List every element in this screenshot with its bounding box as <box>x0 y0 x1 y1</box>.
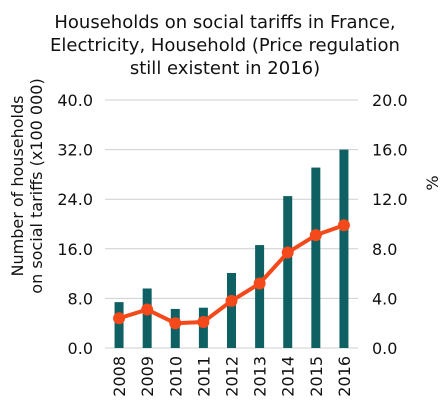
line-point <box>309 229 322 242</box>
bar <box>339 149 349 348</box>
line-point <box>197 315 210 328</box>
left-tick-label: 40.0 <box>57 91 93 110</box>
right-axis-label: % <box>423 175 442 190</box>
right-tick-label: 4.0 <box>372 289 397 308</box>
chart-title-line-1: Households on social tariffs in France, <box>54 12 395 33</box>
left-tick-label: 0.0 <box>68 339 93 358</box>
bar <box>227 272 236 348</box>
x-tick-label: 2012 <box>223 356 242 397</box>
line-point <box>253 277 266 290</box>
x-tick-label: 2011 <box>194 356 213 397</box>
line-series <box>113 219 350 330</box>
x-tick-label: 2016 <box>335 356 354 397</box>
left-tick-label: 8.0 <box>68 289 93 308</box>
left-tick-label: 24.0 <box>57 190 93 209</box>
x-tick-label: 2010 <box>166 356 185 397</box>
line-point <box>337 219 350 232</box>
x-tick-label: 2008 <box>110 356 129 397</box>
line-point <box>225 294 238 307</box>
bar <box>255 245 265 348</box>
line-point <box>113 312 126 325</box>
chart-title-line-2: Electricity, Household (Price regulation <box>50 35 400 56</box>
bar <box>283 196 293 348</box>
right-tick-label: 0.0 <box>372 339 397 358</box>
line-point <box>281 246 294 259</box>
right-tick-label: 8.0 <box>372 240 397 259</box>
bar <box>311 167 321 348</box>
x-tick-label: 2013 <box>251 356 270 397</box>
chart-title-line-3: still existent in 2016) <box>130 58 320 79</box>
left-tick-label: 32.0 <box>57 141 93 160</box>
right-tick-label: 12.0 <box>372 190 408 209</box>
chart-title: Households on social tariffs in France, … <box>50 12 400 79</box>
left-axis-ticks: 0.0 8.0 16.0 24.0 32.0 40.0 <box>57 91 93 358</box>
right-tick-label: 20.0 <box>372 91 408 110</box>
bar <box>114 302 124 348</box>
left-axis-label: Number of households on social tariffs (… <box>8 78 46 293</box>
left-tick-label: 16.0 <box>57 240 93 259</box>
right-tick-label: 16.0 <box>372 141 408 160</box>
x-tick-label: 2009 <box>138 356 157 397</box>
left-axis-label-line-1: Number of households <box>8 96 27 277</box>
line-point <box>141 303 154 316</box>
right-axis-ticks: 0.0 4.0 8.0 12.0 16.0 20.0 <box>372 91 408 358</box>
bar <box>142 288 152 348</box>
x-axis-ticks: 2008 2009 2010 2011 2012 2013 2014 2015 2016 <box>110 356 354 397</box>
line-point <box>169 317 182 330</box>
left-axis-label-line-2: on social tariffs (x100 000) <box>27 78 46 293</box>
x-tick-label: 2015 <box>307 356 326 397</box>
x-tick-label: 2014 <box>279 356 298 397</box>
